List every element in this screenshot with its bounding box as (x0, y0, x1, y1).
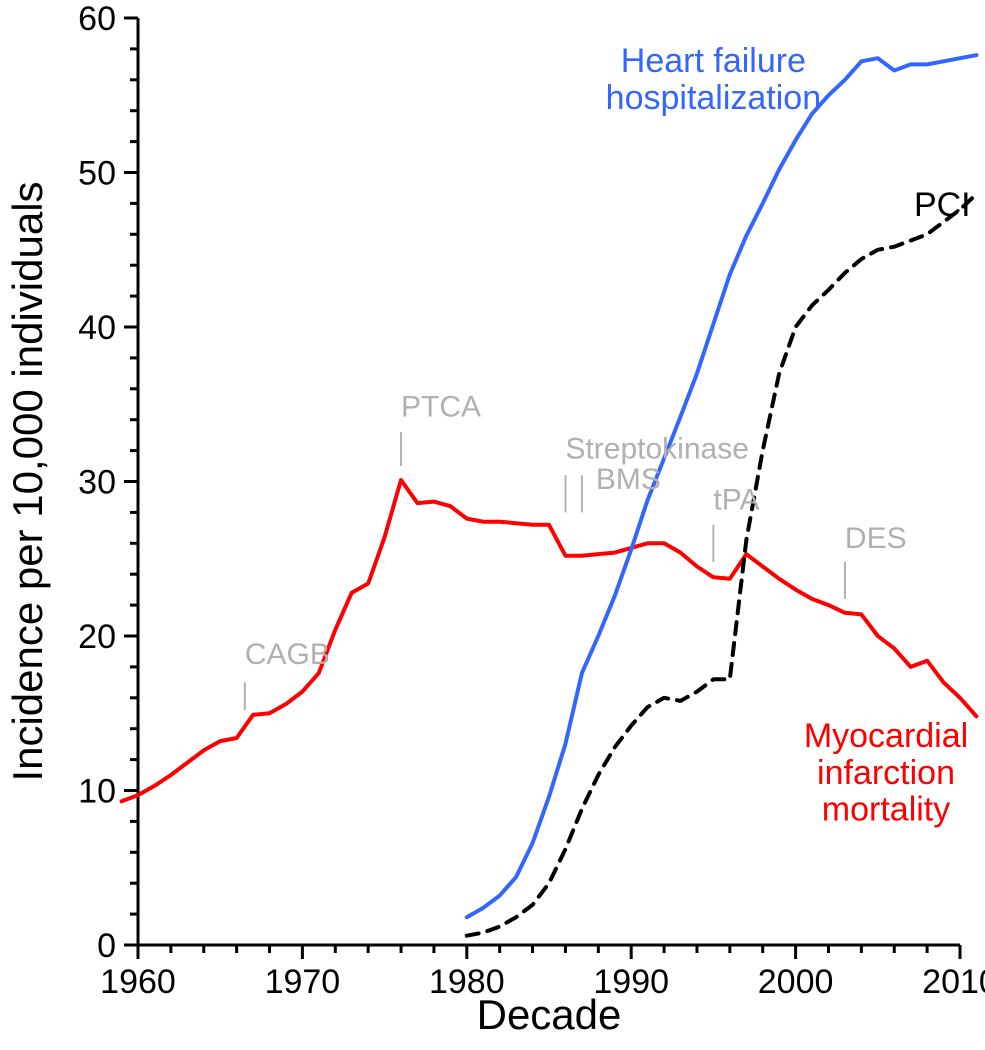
y-tick-label: 10 (78, 773, 116, 811)
x-tick-label: 2000 (758, 963, 834, 1001)
series-label-hf_hospitalization-1: hospitalization (606, 79, 821, 117)
chart-container: 1960197019801990200020100102030405060Dec… (0, 0, 985, 1050)
chart-svg: 1960197019801990200020100102030405060Dec… (0, 0, 985, 1050)
annotation-des: DES (845, 522, 907, 555)
y-tick-label: 30 (78, 464, 116, 502)
annotation-streptokinase: Streptokinase (565, 432, 748, 465)
series-label-mi_mortality-0: Myocardial (804, 717, 968, 755)
series-label-hf_hospitalization-0: Heart failure (621, 42, 806, 80)
x-axis-title: Decade (477, 991, 622, 1038)
annotation-tpa: tPA (713, 483, 759, 516)
series-label-mi_mortality-1: infarction (817, 754, 955, 792)
x-tick-label: 1960 (100, 963, 176, 1001)
y-axis-title: Incidence per 10,000 individuals (4, 181, 51, 781)
annotation-bms: BMS (596, 463, 661, 496)
y-tick-label: 0 (97, 927, 116, 965)
x-tick-label: 1970 (265, 963, 341, 1001)
annotation-ptca: PTCA (401, 391, 481, 424)
x-tick-label: 2010 (922, 963, 985, 1001)
y-tick-label: 20 (78, 618, 116, 656)
y-tick-label: 60 (78, 0, 116, 38)
series-label-mi_mortality-2: mortality (822, 791, 950, 829)
annotation-cagb: CAGB (245, 638, 330, 671)
series-label-pci-0: PCI (914, 186, 971, 224)
y-tick-label: 40 (78, 309, 116, 347)
y-tick-label: 50 (78, 155, 116, 193)
